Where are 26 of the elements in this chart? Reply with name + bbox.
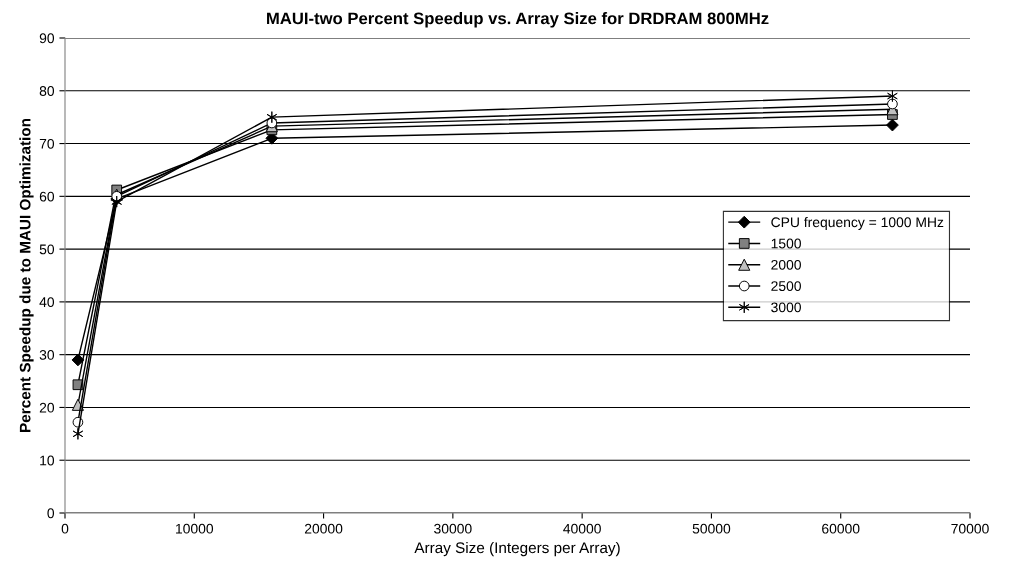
y-tick-label: 90	[39, 33, 55, 44]
y-tick-label: 70	[39, 138, 55, 149]
legend-label: CPU frequency = 1000 MHz	[771, 216, 944, 230]
y-tick-label: 0	[47, 508, 55, 519]
y-tick-label: 40	[39, 297, 55, 308]
x-tick-label: 10000	[176, 523, 214, 534]
legend-label: 2500	[771, 281, 801, 292]
x-tick-label: 0	[61, 523, 69, 534]
y-axis-title: Percent Speedup due to MAUI Optimization	[19, 118, 34, 432]
legend-label: 1500	[771, 238, 801, 249]
x-tick-label: 30000	[434, 523, 472, 534]
y-tick-label: 30	[39, 350, 55, 360]
y-tick-label: 20	[39, 402, 55, 413]
y-tick-label: 60	[39, 191, 55, 202]
x-axis-title: Array Size (Integers per Array)	[414, 541, 620, 557]
legend-label: 2000	[771, 259, 801, 270]
x-tick-label: 60000	[822, 523, 860, 534]
y-tick-label: 80	[39, 86, 55, 96]
x-tick-label: 20000	[304, 523, 343, 534]
y-tick-label: 10	[40, 455, 55, 466]
x-tick-label: 70000	[951, 523, 989, 534]
y-tick-label: 50	[39, 244, 55, 255]
chart-title: MAUI-two Percent Speedup vs. Array Size for DRDRAM 800MHz	[267, 12, 769, 28]
x-tick-label: 40000	[563, 523, 601, 534]
x-tick-label: 50000	[692, 523, 731, 534]
legend-label: 3000	[771, 302, 801, 313]
